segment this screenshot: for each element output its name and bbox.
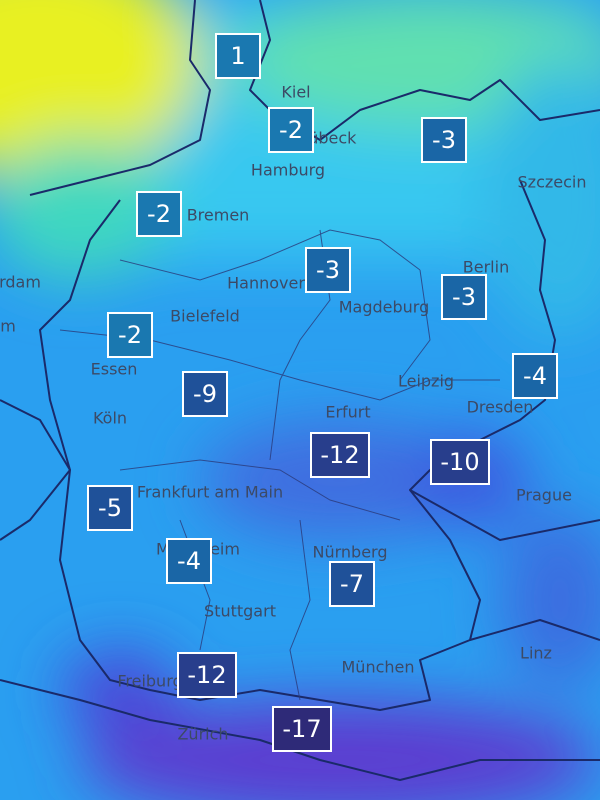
city-label: Dresden bbox=[466, 397, 534, 417]
city-label: Kiel bbox=[281, 82, 311, 102]
temperature-box: -3 bbox=[441, 274, 487, 320]
temperature-box: -2 bbox=[268, 107, 314, 153]
temperature-box: -10 bbox=[430, 439, 490, 485]
city-label: Prague bbox=[516, 485, 572, 505]
temperature-box: -4 bbox=[512, 353, 558, 399]
temperature-box: -9 bbox=[182, 371, 228, 417]
city-label: Leipzig bbox=[397, 371, 455, 391]
city-label: Zürich bbox=[177, 724, 229, 744]
city-label: Stuttgart bbox=[204, 601, 276, 621]
city-label: m bbox=[0, 316, 16, 336]
city-label: Nürnberg bbox=[312, 542, 388, 562]
city-label: Magdeburg bbox=[338, 297, 430, 317]
city-label: Hannover bbox=[227, 273, 305, 293]
city-label: Köln bbox=[92, 408, 128, 428]
temperature-box: -3 bbox=[421, 117, 467, 163]
temperature-box: -17 bbox=[272, 706, 332, 752]
temperature-box: -5 bbox=[87, 485, 133, 531]
temperature-box: -12 bbox=[177, 652, 237, 698]
temperature-box: -2 bbox=[107, 312, 153, 358]
city-label: Hamburg bbox=[250, 160, 326, 180]
city-label: Bielefeld bbox=[170, 306, 240, 326]
city-label: Linz bbox=[520, 643, 552, 663]
temperature-box: -3 bbox=[305, 247, 351, 293]
city-label: rdam bbox=[0, 272, 41, 292]
city-label: Szczecin bbox=[517, 172, 587, 192]
city-label: München bbox=[341, 657, 415, 677]
city-label: Erfurt bbox=[325, 402, 371, 422]
temperature-box: -12 bbox=[310, 432, 370, 478]
temperature-box: -4 bbox=[166, 538, 212, 584]
temperature-box: -7 bbox=[329, 561, 375, 607]
city-label: Berlin bbox=[462, 257, 510, 277]
city-label: Bremen bbox=[186, 205, 250, 225]
city-label: Essen bbox=[90, 359, 138, 379]
city-label: Frankfurt am Main bbox=[136, 482, 284, 502]
temperature-box: -2 bbox=[136, 191, 182, 237]
city-label: Freiburg bbox=[117, 671, 183, 691]
temperature-box: 1 bbox=[215, 33, 261, 79]
